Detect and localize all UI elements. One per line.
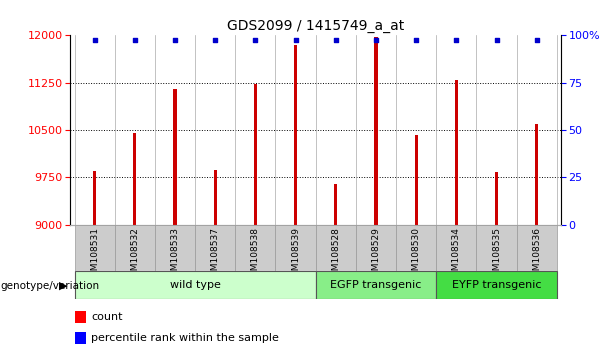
Text: genotype/variation: genotype/variation xyxy=(1,281,100,291)
Text: count: count xyxy=(91,312,123,322)
Point xyxy=(331,38,341,43)
Text: GSM108537: GSM108537 xyxy=(211,227,219,282)
Text: EGFP transgenic: EGFP transgenic xyxy=(330,280,422,290)
Bar xyxy=(455,80,458,225)
Bar xyxy=(356,225,396,271)
Bar xyxy=(173,89,177,225)
Bar xyxy=(213,170,217,225)
Bar xyxy=(75,312,86,323)
Bar xyxy=(254,84,257,225)
Text: GSM108539: GSM108539 xyxy=(291,227,300,282)
Point xyxy=(89,38,99,43)
Text: GSM108531: GSM108531 xyxy=(90,227,99,282)
Text: GSM108535: GSM108535 xyxy=(492,227,501,282)
Bar xyxy=(436,225,476,271)
Point xyxy=(210,38,220,43)
Bar xyxy=(75,225,115,271)
Bar xyxy=(495,172,498,225)
Text: GSM108538: GSM108538 xyxy=(251,227,260,282)
Bar xyxy=(75,271,316,299)
Text: GSM108528: GSM108528 xyxy=(331,227,340,282)
Bar xyxy=(155,225,195,271)
Bar xyxy=(133,133,137,225)
Point xyxy=(130,38,140,43)
Title: GDS2099 / 1415749_a_at: GDS2099 / 1415749_a_at xyxy=(227,19,405,33)
Bar xyxy=(235,225,275,271)
Text: GSM108534: GSM108534 xyxy=(452,227,461,282)
Text: GSM108536: GSM108536 xyxy=(532,227,541,282)
Bar xyxy=(93,171,96,225)
Point xyxy=(371,38,381,43)
Text: GSM108532: GSM108532 xyxy=(131,227,139,282)
Text: EYFP transgenic: EYFP transgenic xyxy=(452,280,541,290)
Text: GSM108530: GSM108530 xyxy=(412,227,421,282)
Text: GSM108529: GSM108529 xyxy=(371,227,381,282)
Point xyxy=(251,38,261,43)
Point xyxy=(452,38,462,43)
Bar xyxy=(316,225,356,271)
Text: GSM108533: GSM108533 xyxy=(170,227,180,282)
Bar xyxy=(275,225,316,271)
Bar xyxy=(294,45,297,225)
Point xyxy=(170,38,180,43)
Bar xyxy=(436,271,557,299)
Point xyxy=(291,38,300,43)
Bar xyxy=(414,135,418,225)
Text: percentile rank within the sample: percentile rank within the sample xyxy=(91,333,279,343)
Bar xyxy=(476,225,517,271)
Bar xyxy=(334,184,337,225)
Bar xyxy=(75,332,86,343)
Text: wild type: wild type xyxy=(170,280,221,290)
Bar xyxy=(396,225,436,271)
Bar xyxy=(375,37,378,225)
Bar xyxy=(195,225,235,271)
Point xyxy=(532,38,542,43)
Text: ▶: ▶ xyxy=(59,281,67,291)
Point xyxy=(492,38,501,43)
Bar xyxy=(517,225,557,271)
Bar xyxy=(115,225,155,271)
Point xyxy=(411,38,421,43)
Bar xyxy=(316,271,436,299)
Bar xyxy=(535,124,538,225)
